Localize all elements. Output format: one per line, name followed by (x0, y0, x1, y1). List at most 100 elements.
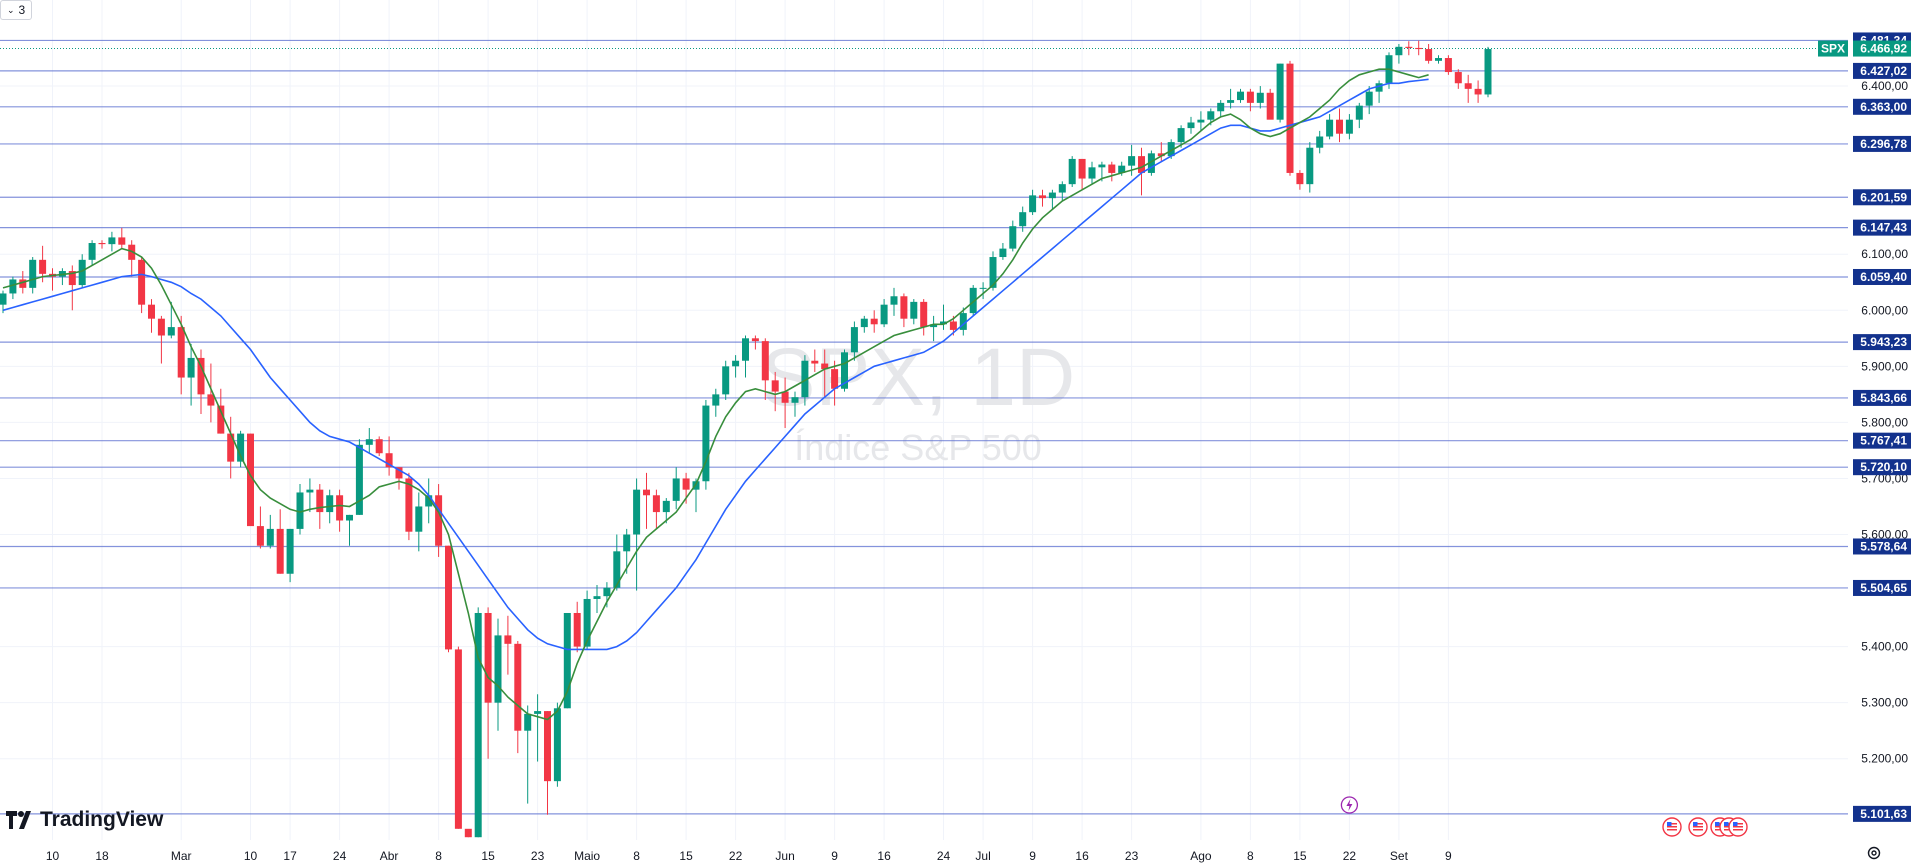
flag-stripe (1667, 823, 1677, 825)
candle-body (583, 598, 591, 647)
us-flag-icon (1688, 817, 1708, 837)
candle (435, 484, 443, 557)
candle-body (1296, 172, 1304, 185)
candle-body (534, 711, 542, 714)
x-tick-label: Jul (975, 849, 990, 863)
candle (742, 335, 749, 378)
candle (1197, 111, 1205, 131)
candle-body (435, 495, 443, 546)
candle (1217, 100, 1225, 117)
candle (1405, 41, 1413, 56)
candle (0, 290, 7, 314)
collapse-indicators-button[interactable]: ⌄ 3 (0, 0, 33, 20)
y-tick-label: 6.100,00 (1861, 247, 1908, 261)
y-tick-label: 5.400,00 (1861, 640, 1908, 654)
candle-body (1128, 156, 1136, 166)
candle (227, 416, 235, 479)
time-axis[interactable]: ev1018Mar101724Abr81523Maio81522Jun91624… (0, 849, 1452, 863)
candle-body (445, 545, 452, 650)
level-label-bg (1853, 389, 1911, 406)
flag-stripe (1733, 823, 1743, 825)
candle-body (1316, 136, 1324, 148)
candle-body (1068, 158, 1076, 185)
candle (167, 301, 175, 339)
candle (1375, 80, 1383, 103)
lightning-bolt (1346, 799, 1353, 811)
candle-body (1177, 128, 1185, 143)
candle (1009, 220, 1017, 252)
candle (662, 498, 670, 524)
chevron-down-icon: ⌄ (7, 4, 15, 15)
tradingview-logo[interactable]: TradingView (6, 808, 163, 832)
level-label: 6.427,02 (1860, 64, 1907, 78)
candle-body (1464, 83, 1472, 89)
candle (1039, 189, 1046, 207)
flag-stripe (1733, 829, 1743, 831)
candle (276, 509, 284, 574)
candle (979, 282, 987, 300)
candle (454, 646, 462, 829)
candle-body (900, 296, 908, 319)
candle (1326, 114, 1334, 140)
x-tick-label: 23 (531, 849, 545, 863)
candle-body (959, 313, 967, 330)
candle-body (78, 259, 86, 286)
level-label: 5.767,41 (1860, 434, 1907, 448)
candle (573, 601, 581, 653)
candle-body (712, 394, 720, 406)
candle (237, 430, 245, 468)
candle (722, 360, 730, 400)
candle (1246, 88, 1254, 112)
level-label: 6.201,59 (1860, 190, 1907, 204)
candle (1147, 150, 1155, 176)
watermark-name: Índice S&P 500 (794, 427, 1042, 468)
candle (563, 612, 571, 709)
candle-body (761, 341, 769, 381)
candle-body (1088, 167, 1096, 179)
candle-body (1029, 195, 1037, 213)
candle-body (138, 259, 146, 305)
candle-body (1345, 119, 1353, 134)
candle (1029, 189, 1037, 215)
candle-body (474, 612, 482, 838)
candle (890, 287, 898, 316)
candle (1138, 147, 1145, 196)
collapse-count: 3 (18, 3, 26, 17)
candles (0, 40, 1492, 838)
candle-body (98, 243, 106, 245)
x-tick-label: Ago (1190, 849, 1212, 863)
candle (98, 240, 106, 249)
price-axis[interactable]: 6.400,00 6.100,00 6.000,00 5.900,00 5.800,00… (1818, 32, 1911, 822)
candle-body (296, 492, 304, 529)
candle-body (850, 327, 858, 353)
candle (841, 349, 848, 392)
candle (266, 514, 274, 549)
level-label-bg (1853, 135, 1911, 152)
candle (286, 528, 294, 583)
candle (1256, 86, 1264, 109)
candle (385, 436, 393, 476)
gear-icon[interactable] (1866, 845, 1882, 861)
candle (256, 506, 264, 549)
candle (1464, 74, 1472, 103)
candle (464, 828, 472, 838)
candle (148, 299, 155, 333)
candle-body (1157, 153, 1165, 157)
flag-stripe (1693, 826, 1703, 828)
candle-body (197, 357, 205, 395)
candle-body (969, 287, 977, 314)
flag-canton (1693, 822, 1698, 826)
candle (969, 285, 977, 316)
candle (771, 371, 779, 412)
candle-body (187, 357, 195, 378)
x-tick-label: 8 (435, 849, 442, 863)
candle-body (652, 495, 660, 513)
level-label-bg (1853, 62, 1911, 79)
level-label: 6.296,78 (1860, 137, 1907, 151)
candle-body (484, 612, 492, 703)
candle-body (1375, 83, 1383, 92)
candle (900, 293, 908, 328)
candle-body (623, 534, 631, 552)
level-label: 6.147,43 (1860, 221, 1907, 235)
